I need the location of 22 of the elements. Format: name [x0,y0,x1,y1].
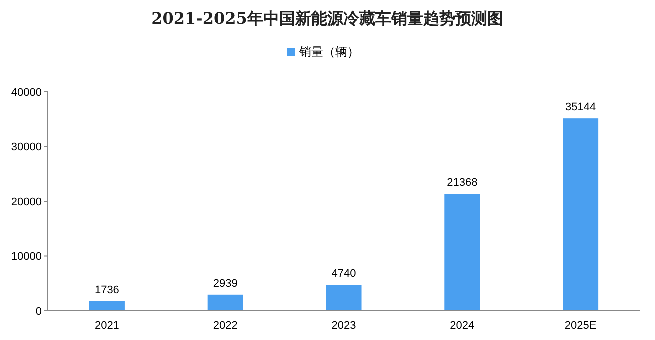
x-tick-label: 2023 [332,320,356,332]
data-label: 35144 [566,102,596,114]
x-tick-label: 2025E [564,320,597,332]
bar [208,294,244,311]
x-tick-label: 2021 [94,320,120,332]
data-label: 2939 [213,278,238,290]
chart-title: 2021-2025年中国新能源冷藏车销量趋势预测图 [152,9,504,28]
x-tick-label: 2022 [213,320,238,332]
bar [89,301,125,311]
y-tick-label: 10000 [11,251,42,264]
y-tick-label: 30000 [11,142,42,154]
y-tick-label: 40000 [11,86,42,99]
y-tick-label: 0 [36,306,42,318]
data-label: 1736 [94,284,120,296]
bar [563,118,599,311]
legend-label: 销量（辆） [298,45,360,59]
y-tick-label: 20000 [11,196,42,208]
x-tick-label: 2024 [450,320,475,332]
bar [444,194,480,311]
data-label: 21368 [447,177,478,190]
bar [326,285,362,311]
data-label: 4740 [332,268,356,280]
